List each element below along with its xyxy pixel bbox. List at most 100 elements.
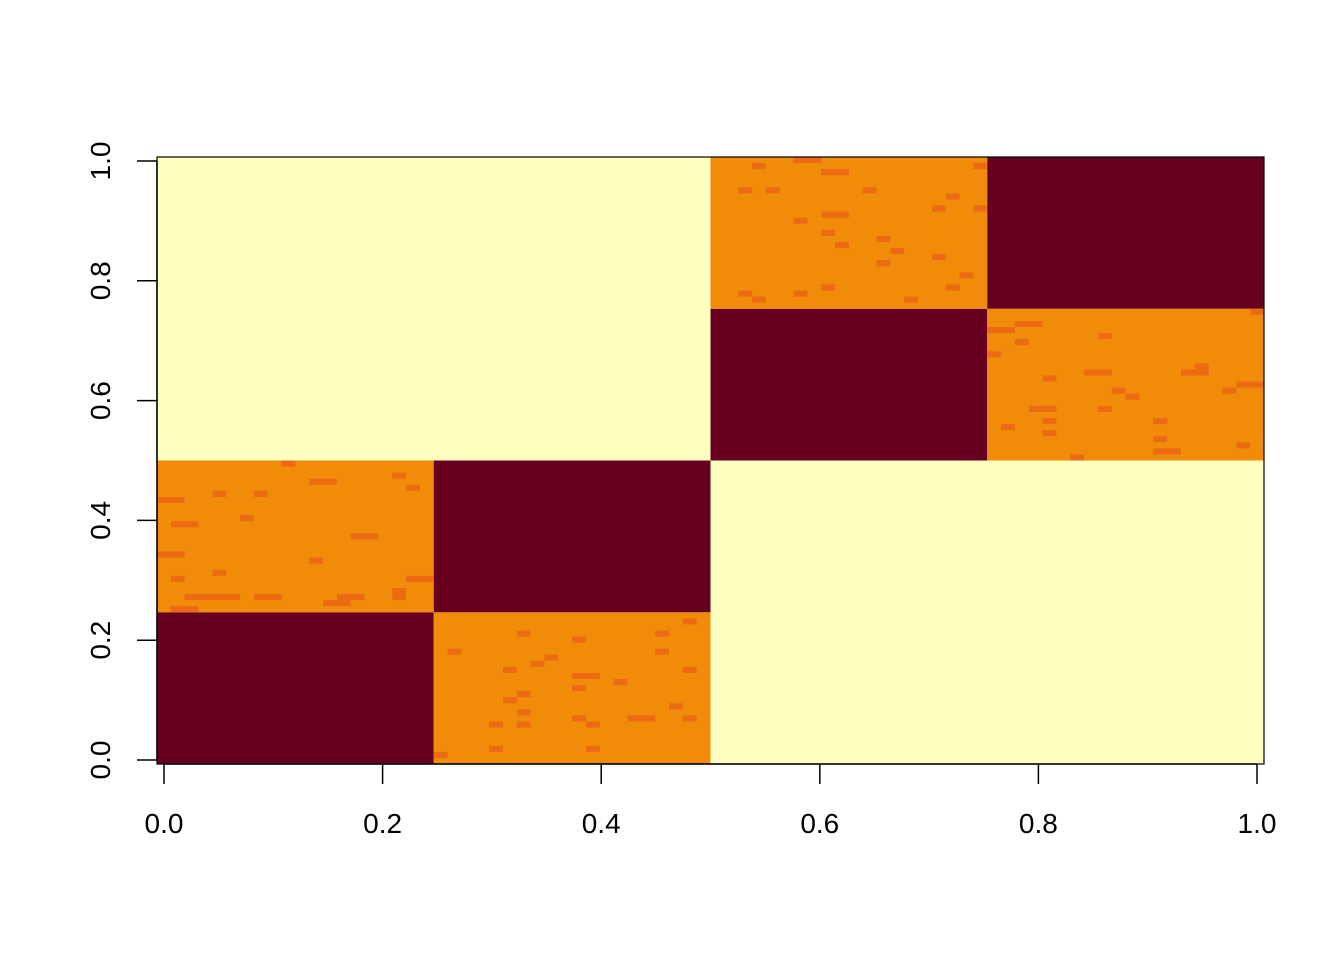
y-tick-label: 0.2 xyxy=(85,621,116,660)
heatmap-speckle xyxy=(406,484,420,491)
heatmap-speckle xyxy=(585,745,600,752)
heatmap-speckle xyxy=(945,284,960,291)
heatmap-cell-r0-c0 xyxy=(157,612,434,764)
heatmap-speckle xyxy=(1236,381,1264,388)
y-tick-label: 0.6 xyxy=(85,381,116,420)
heatmap-speckle xyxy=(1236,442,1251,449)
x-tick-label: 0.6 xyxy=(800,808,839,839)
heatmap-speckle xyxy=(572,685,586,692)
heatmap-speckle xyxy=(1111,387,1126,394)
heatmap-speckle xyxy=(530,660,545,667)
heatmap-cell-r3-c2 xyxy=(710,157,988,309)
heatmap-speckle xyxy=(419,575,434,582)
heatmap-speckle xyxy=(336,594,365,601)
heatmap-speckle xyxy=(281,460,296,467)
heatmap-speckle xyxy=(876,235,891,242)
heatmap-speckle xyxy=(572,636,586,643)
heatmap-speckle xyxy=(682,666,697,673)
heatmap-cells xyxy=(157,157,1264,764)
heatmap-speckle xyxy=(516,721,531,728)
heatmap-speckle xyxy=(585,721,600,728)
heatmap-speckle xyxy=(1097,405,1112,412)
heatmap-speckle xyxy=(489,745,503,752)
heatmap-speckle xyxy=(973,205,988,212)
heatmap-speckle xyxy=(987,351,1002,358)
heatmap-speckle xyxy=(821,169,849,176)
heatmap-speckle xyxy=(1153,418,1168,425)
heatmap-speckle xyxy=(253,490,268,497)
heatmap-speckle xyxy=(627,715,656,722)
heatmap-speckle xyxy=(1042,405,1057,412)
heatmap-speckle xyxy=(157,551,185,558)
heatmap-speckle xyxy=(516,709,531,716)
heatmap-speckle xyxy=(184,594,213,601)
heatmap-speckle xyxy=(212,490,227,497)
x-tick-label: 1.0 xyxy=(1238,808,1277,839)
heatmap-speckle xyxy=(502,666,517,673)
heatmap-speckle xyxy=(668,703,683,710)
heatmap-speckle xyxy=(1042,375,1057,382)
y-tick-label: 0.8 xyxy=(85,261,116,300)
heatmap-speckle xyxy=(433,751,448,758)
heatmap-cell-r2-c1 xyxy=(433,308,711,461)
heatmap-speckle xyxy=(572,672,600,680)
heatmap-speckle xyxy=(502,697,517,704)
heatmap-speckle xyxy=(323,478,337,485)
heatmap-speckle xyxy=(572,715,586,722)
heatmap-speckle xyxy=(392,594,407,601)
heatmap-speckle xyxy=(516,630,531,637)
heatmap-speckle xyxy=(240,515,254,522)
heatmap-speckle xyxy=(350,533,379,540)
x-tick-label: 0.4 xyxy=(582,808,621,839)
heatmap-speckle xyxy=(212,569,227,576)
heatmap-speckle xyxy=(392,472,407,479)
heatmap-speckle xyxy=(1250,308,1264,315)
heatmap-speckle xyxy=(489,721,503,728)
y-tick-label: 0.0 xyxy=(85,741,116,780)
heatmap-speckle xyxy=(1125,393,1140,400)
heatmap-cell-r2-c2 xyxy=(710,308,988,461)
heatmap-speckle xyxy=(1014,339,1029,346)
heatmap-cell-r1-c3 xyxy=(987,460,1264,613)
heatmap-speckle xyxy=(945,193,960,200)
heatmap-cell-r1-c0 xyxy=(157,460,434,613)
heatmap-speckle xyxy=(1194,363,1209,370)
heatmap-speckle xyxy=(765,187,780,194)
heatmap-speckle xyxy=(1014,320,1043,327)
heatmap-speckle xyxy=(516,691,531,698)
heatmap-speckle xyxy=(613,679,628,686)
heatmap-speckle xyxy=(309,557,324,564)
heatmap-speckle xyxy=(1042,430,1057,437)
heatmap-speckle xyxy=(170,575,185,582)
heatmap-speckle xyxy=(876,260,891,267)
y-axis: 0.0 0.2 0.4 0.6 0.8 1.0 xyxy=(85,142,158,780)
heatmap-speckle xyxy=(1097,333,1112,340)
heatmap-speckle xyxy=(738,187,753,194)
heatmap-cell-r0-c3 xyxy=(987,612,1264,764)
heatmap-cell-r0-c2 xyxy=(710,612,988,764)
heatmap-speckle xyxy=(1222,387,1237,394)
x-tick-label: 0.2 xyxy=(363,808,402,839)
heatmap-cell-r1-c1 xyxy=(433,460,711,613)
heatmap-speckle xyxy=(447,648,462,655)
heatmap-speckle xyxy=(752,296,766,303)
x-tick-label: 0.8 xyxy=(1019,808,1058,839)
heatmap-cell-r3-c3 xyxy=(987,157,1264,309)
heatmap-speckle xyxy=(821,211,849,218)
heatmap-speckles xyxy=(157,157,1264,758)
x-tick-label: 0.0 xyxy=(145,808,184,839)
heatmap-speckle xyxy=(931,205,946,212)
heatmap-speckle xyxy=(655,648,669,655)
heatmap-speckle xyxy=(1084,369,1112,376)
heatmap-speckle xyxy=(1153,448,1181,455)
heatmap-speckle xyxy=(793,157,822,164)
heatmap-speckle xyxy=(1153,436,1168,443)
heatmap-speckle xyxy=(170,606,199,613)
heatmap-speckle xyxy=(1070,454,1085,461)
y-tick-label: 1.0 xyxy=(85,142,116,181)
heatmap-speckle xyxy=(738,290,753,297)
heatmap-cell-r3-c0 xyxy=(157,157,434,309)
heatmap-speckle xyxy=(1001,424,1015,431)
heatmap-speckle xyxy=(793,290,808,297)
